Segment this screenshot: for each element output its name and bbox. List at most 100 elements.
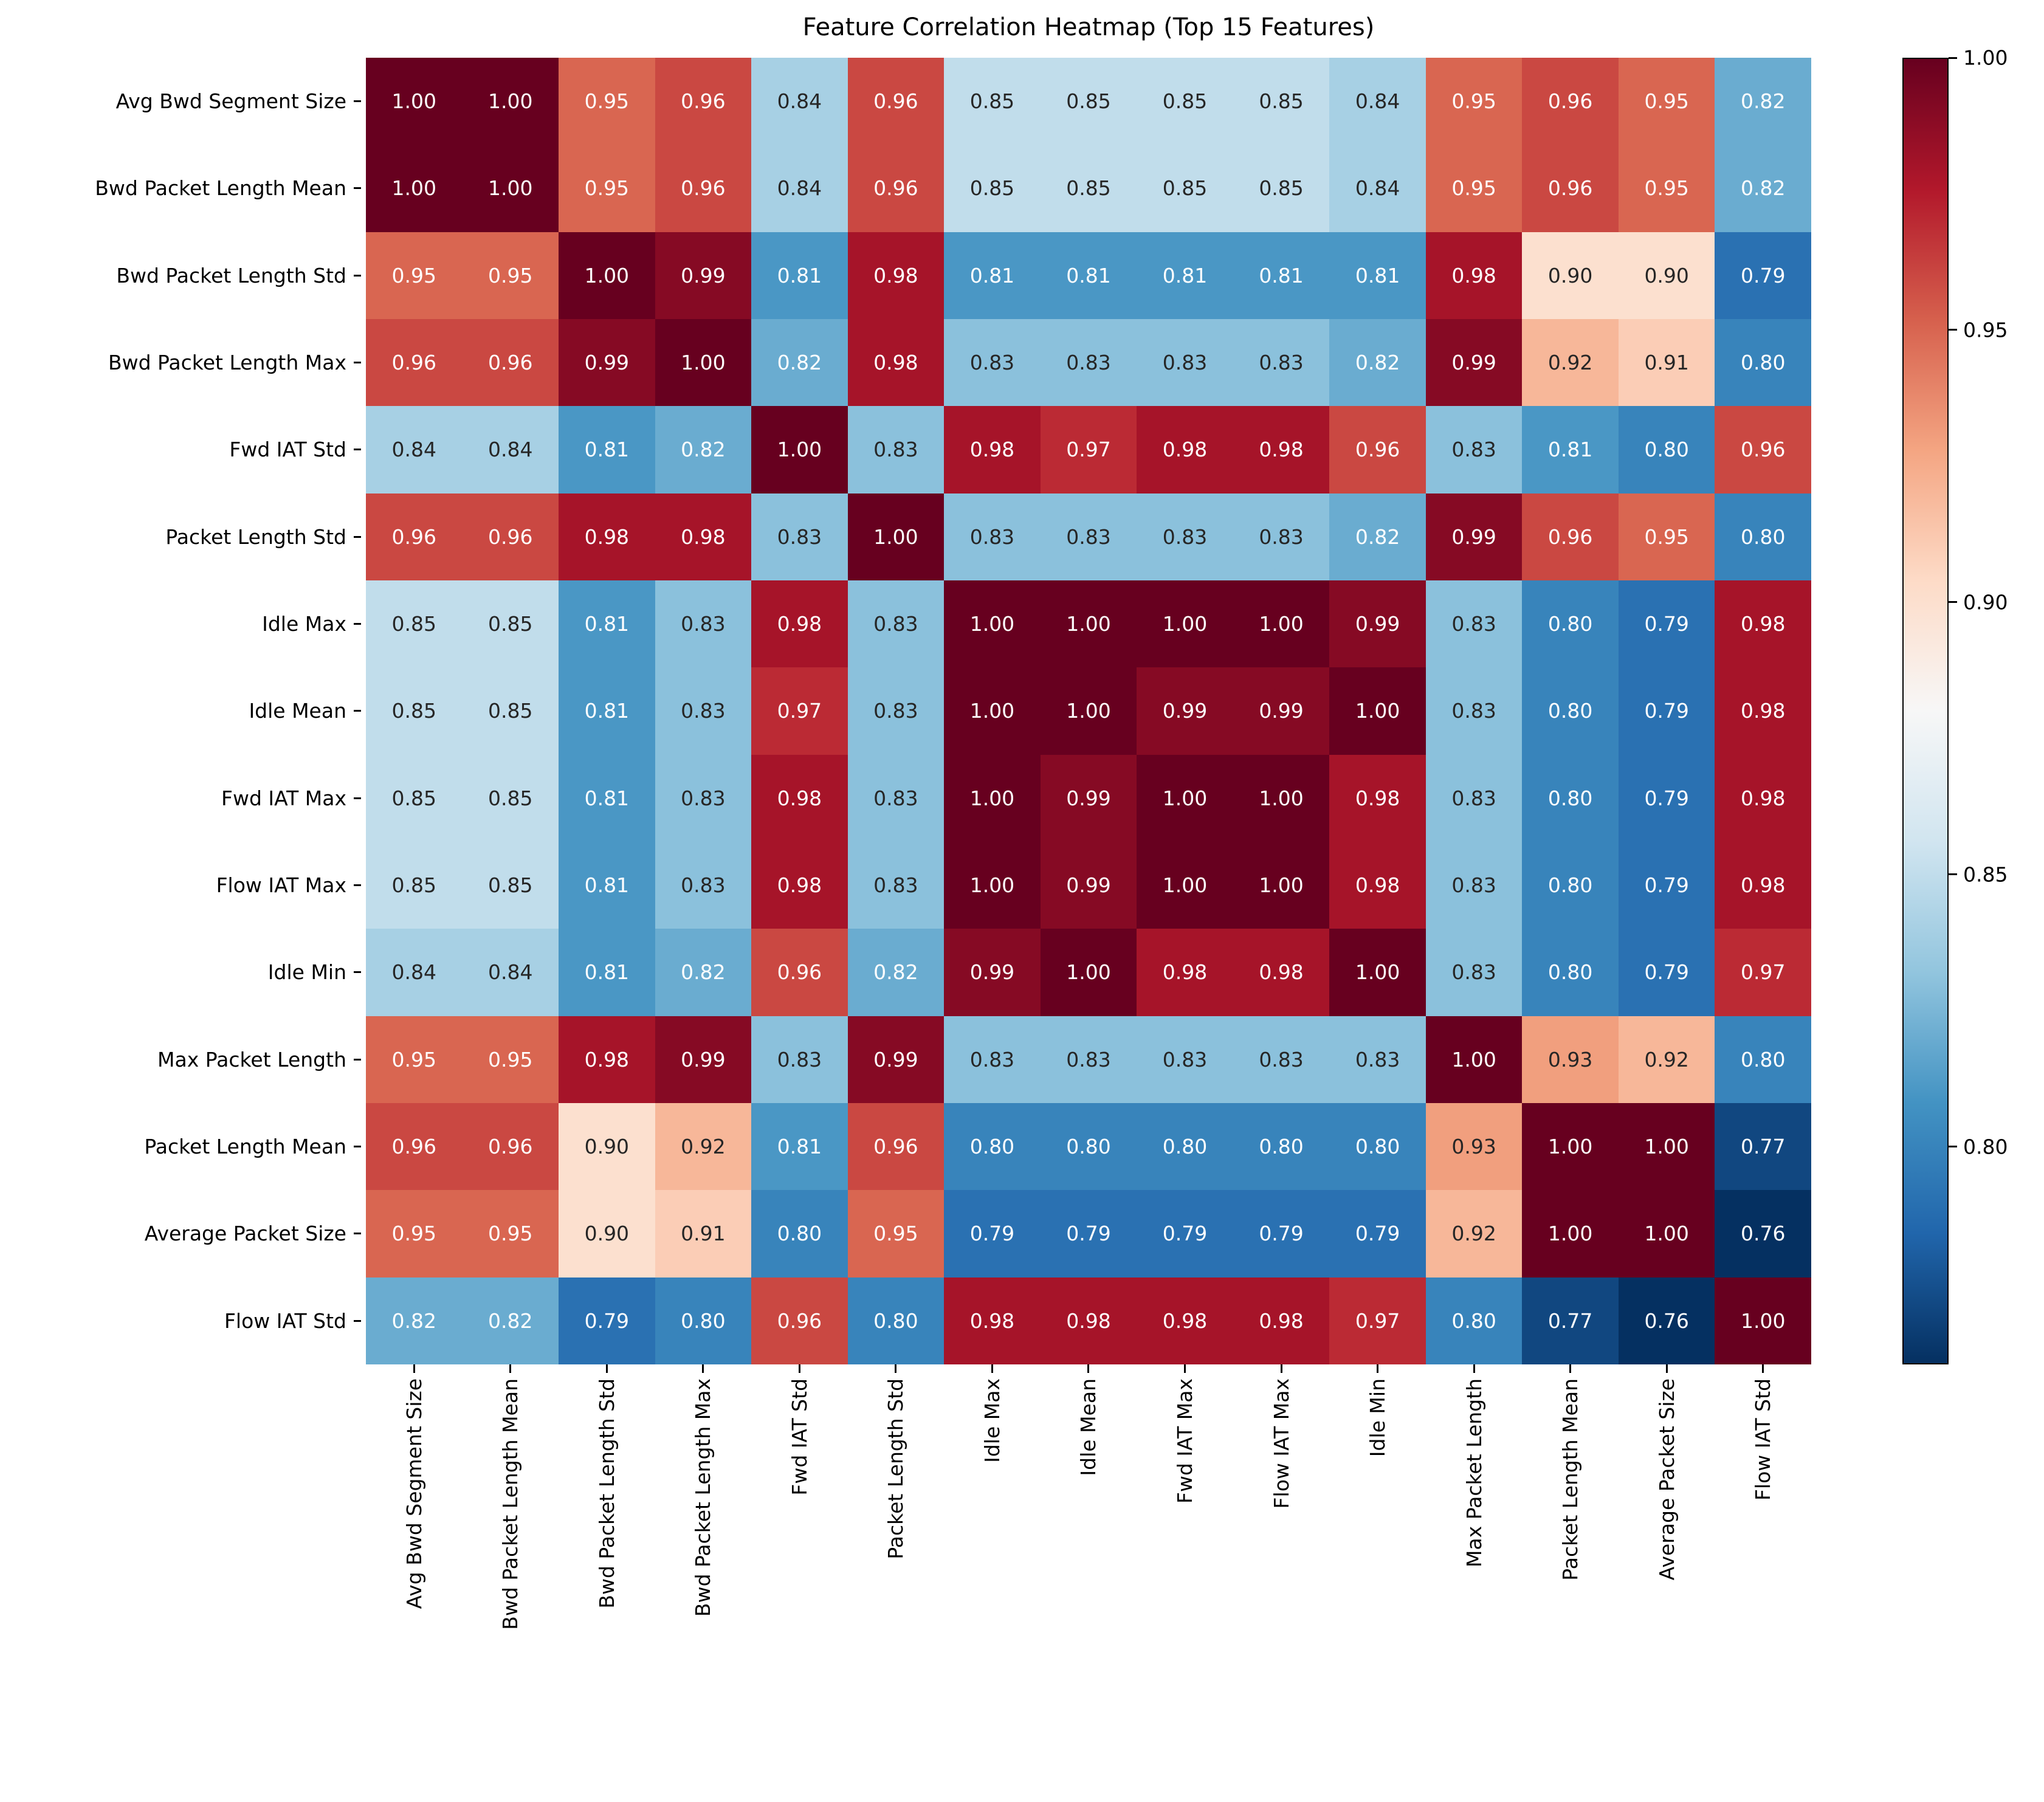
heatmap-cell: 0.77 — [1715, 1102, 1811, 1191]
heatmap-cell: 0.96 — [847, 58, 945, 145]
x-tick — [1762, 1364, 1764, 1373]
x-tick — [1280, 1364, 1282, 1373]
col-label: Flow IAT Std — [1715, 1378, 1811, 1792]
heatmap-cell: 0.83 — [1137, 493, 1233, 580]
heatmap-cell: 1.00 — [1329, 929, 1426, 1016]
heatmap-cell: 0.85 — [462, 841, 559, 929]
heatmap-cell: 0.95 — [462, 232, 559, 319]
heatmap-cell: 1.00 — [1329, 667, 1426, 755]
heatmap-cell: 0.85 — [1137, 145, 1233, 232]
heatmap-cell: 1.00 — [944, 841, 1041, 929]
heatmap-cell: 0.92 — [655, 1102, 752, 1191]
heatmap-cell: 0.99 — [1040, 841, 1137, 929]
heatmap-cell: 1.00 — [1040, 667, 1137, 755]
row-label: Average Packet Size — [0, 1190, 361, 1277]
row-label-text: Bwd Packet Length Std — [116, 263, 346, 287]
colorbar-tick — [1949, 873, 1957, 876]
col-label-text: Bwd Packet Length Mean — [498, 1378, 523, 1630]
heatmap-cell: 1.00 — [366, 145, 463, 232]
row-label: Idle Min — [0, 929, 361, 1016]
heatmap-cell: 0.83 — [1040, 1016, 1137, 1103]
heatmap-cell: 0.79 — [944, 1190, 1041, 1278]
row-label-text: Flow IAT Max — [216, 873, 346, 898]
heatmap-cell: 0.99 — [1425, 493, 1523, 580]
heatmap-cell: 0.99 — [1137, 667, 1233, 755]
heatmap-cell: 0.79 — [1329, 1190, 1426, 1278]
row-label: Packet Length Mean — [0, 1103, 361, 1190]
heatmap-cell: 0.96 — [847, 145, 945, 232]
heatmap-cell: 1.00 — [1040, 580, 1137, 668]
heatmap-cell: 0.82 — [1715, 58, 1811, 145]
y-tick — [354, 187, 361, 190]
x-tick — [1377, 1364, 1379, 1373]
x-tick — [1184, 1364, 1186, 1373]
colorbar-tick — [1949, 601, 1957, 604]
heatmap-cell: 0.96 — [462, 1102, 559, 1191]
heatmap-cell: 0.95 — [366, 1016, 463, 1103]
heatmap-cell: 0.80 — [1715, 493, 1811, 580]
heatmap-cell: 0.80 — [1522, 841, 1619, 929]
heatmap-cell: 0.81 — [1040, 232, 1137, 319]
x-tick — [605, 1364, 608, 1373]
colorbar — [1902, 58, 1949, 1364]
heatmap-cell: 0.83 — [944, 318, 1041, 407]
heatmap-cell: 0.81 — [751, 232, 848, 319]
heatmap-cell: 0.80 — [1329, 1102, 1426, 1191]
heatmap-cell: 0.99 — [559, 318, 655, 407]
col-label: Idle Mean — [1041, 1378, 1137, 1792]
col-label-text: Idle Mean — [1076, 1378, 1101, 1476]
heatmap-cell: 0.79 — [559, 1277, 655, 1364]
heatmap-cell: 0.90 — [559, 1190, 655, 1278]
heatmap-cell: 0.98 — [751, 754, 848, 842]
heatmap-cell: 0.83 — [1425, 406, 1523, 493]
heatmap-cell: 0.99 — [1233, 667, 1330, 755]
heatmap-cell: 1.00 — [462, 58, 559, 145]
heatmap-cell: 0.83 — [1425, 754, 1523, 842]
heatmap-cell: 0.84 — [751, 145, 848, 232]
heatmap-cell: 0.98 — [1233, 929, 1330, 1016]
heatmap-cell: 0.83 — [847, 754, 945, 842]
heatmap-cell: 0.95 — [559, 145, 655, 232]
heatmap-cell: 0.96 — [751, 1277, 848, 1364]
row-label: Idle Mean — [0, 667, 361, 754]
heatmap-cell: 0.83 — [1425, 667, 1523, 755]
heatmap-cell: 0.83 — [751, 1016, 848, 1103]
heatmap-cell: 0.79 — [1618, 841, 1715, 929]
heatmap-cell: 0.79 — [1137, 1190, 1233, 1278]
y-tick — [354, 362, 361, 364]
col-label: Idle Min — [1329, 1378, 1426, 1792]
heatmap-cell: 0.83 — [1137, 1016, 1233, 1103]
heatmap-cell: 0.83 — [751, 493, 848, 580]
heatmap-cell: 0.82 — [1715, 145, 1811, 232]
heatmap-cell: 0.92 — [1425, 1190, 1523, 1278]
heatmap-cell: 0.96 — [1329, 406, 1426, 493]
row-label: Avg Bwd Segment Size — [0, 58, 361, 145]
heatmap-cell: 1.00 — [1040, 929, 1137, 1016]
col-label: Average Packet Size — [1619, 1378, 1715, 1792]
y-tick — [354, 535, 361, 538]
heatmap-cell: 0.82 — [847, 929, 945, 1016]
heatmap-cell: 0.98 — [1715, 667, 1811, 755]
heatmap-cell: 0.97 — [1040, 406, 1137, 493]
heatmap-cell: 0.85 — [462, 754, 559, 842]
heatmap-cell: 1.00 — [1233, 841, 1330, 929]
heatmap-cell: 1.00 — [944, 754, 1041, 842]
heatmap-cell: 0.80 — [1425, 1277, 1523, 1364]
heatmap-cell: 0.84 — [366, 406, 463, 493]
heatmap-cell: 0.84 — [751, 58, 848, 145]
heatmap-cell: 0.77 — [1522, 1277, 1619, 1364]
chart-title: Feature Correlation Heatmap (Top 15 Feat… — [802, 13, 1375, 41]
heatmap-cell: 0.98 — [1329, 754, 1426, 842]
heatmap-cell: 0.84 — [366, 929, 463, 1016]
heatmap-cell: 0.84 — [1329, 58, 1426, 145]
heatmap-cell: 0.79 — [1233, 1190, 1330, 1278]
col-label-text: Idle Min — [1366, 1378, 1390, 1457]
col-label: Idle Max — [944, 1378, 1041, 1792]
heatmap-cell: 1.00 — [944, 580, 1041, 668]
colorbar-tick-label: 0.90 — [1963, 590, 2008, 614]
heatmap-cell: 1.00 — [1137, 841, 1233, 929]
row-label-text: Packet Length Mean — [144, 1135, 346, 1159]
heatmap-cell: 0.96 — [462, 318, 559, 407]
y-tick — [354, 1146, 361, 1148]
heatmap-cell: 0.96 — [1522, 145, 1619, 232]
